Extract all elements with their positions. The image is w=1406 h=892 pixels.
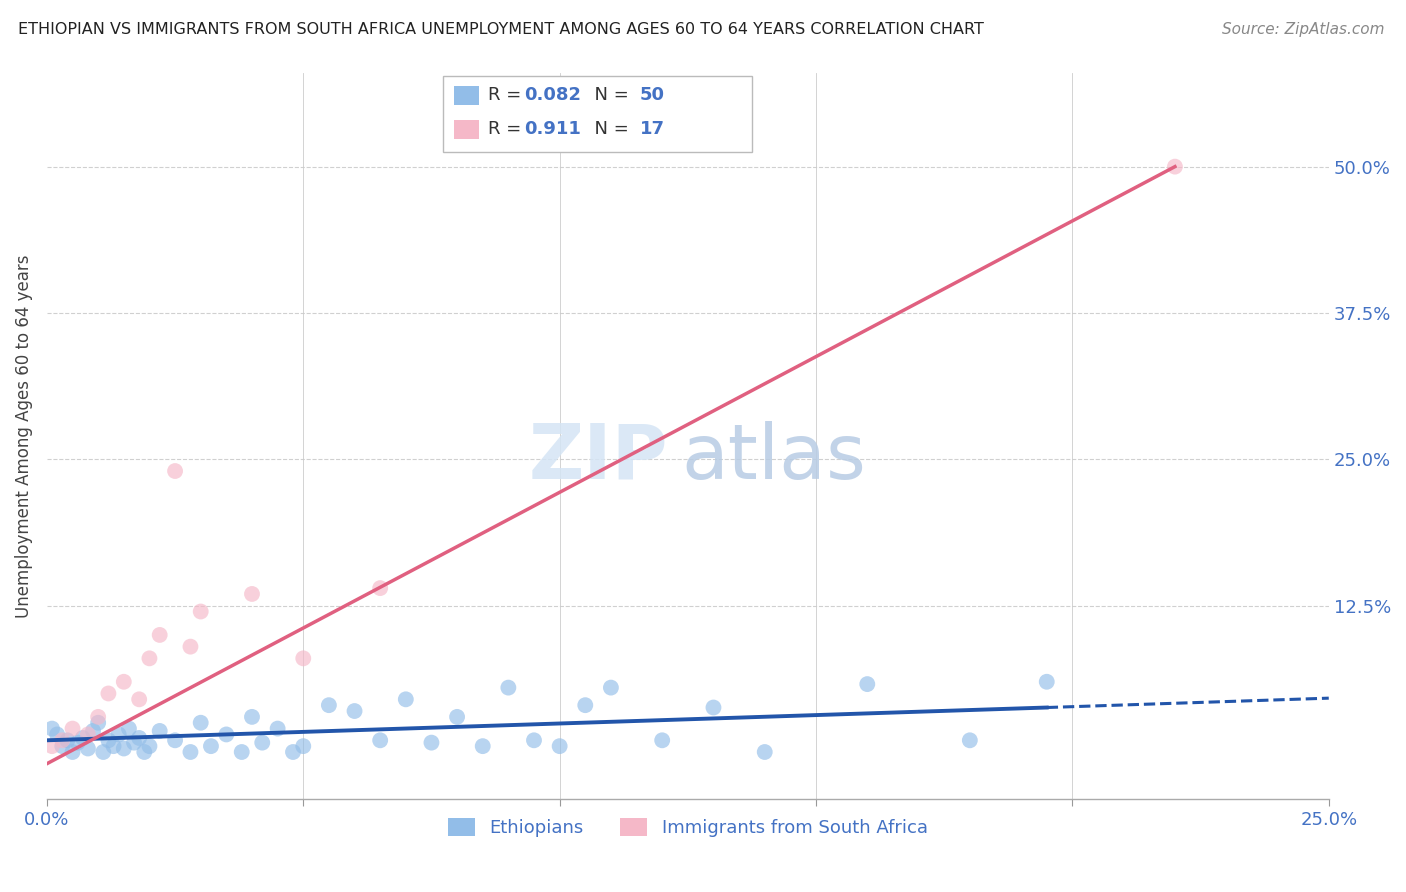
Point	[215, 727, 238, 741]
Point	[122, 736, 145, 750]
Point	[128, 731, 150, 745]
Point	[498, 681, 520, 695]
Point	[103, 739, 125, 753]
Text: 50: 50	[640, 87, 665, 104]
Point	[318, 698, 340, 713]
Point	[72, 731, 94, 745]
Point	[41, 722, 63, 736]
Text: R =: R =	[488, 87, 527, 104]
Point	[240, 710, 263, 724]
Point	[165, 464, 187, 478]
Text: N =: N =	[583, 87, 636, 104]
Point	[548, 739, 571, 753]
Point	[856, 677, 879, 691]
Point	[600, 681, 623, 695]
Text: ETHIOPIAN VS IMMIGRANTS FROM SOUTH AFRICA UNEMPLOYMENT AMONG AGES 60 TO 64 YEARS: ETHIOPIAN VS IMMIGRANTS FROM SOUTH AFRIC…	[18, 22, 984, 37]
Point	[343, 704, 366, 718]
Legend: Ethiopians, Immigrants from South Africa: Ethiopians, Immigrants from South Africa	[441, 811, 935, 844]
Point	[368, 581, 391, 595]
Point	[266, 722, 288, 736]
Point	[252, 736, 274, 750]
Point	[149, 723, 172, 738]
Point	[231, 745, 253, 759]
Point	[702, 700, 724, 714]
Point	[281, 745, 304, 759]
Point	[149, 628, 172, 642]
Text: R =: R =	[488, 120, 533, 138]
Point	[112, 741, 135, 756]
Point	[62, 745, 84, 759]
Point	[107, 727, 129, 741]
Text: atlas: atlas	[682, 421, 866, 495]
Text: 0.082: 0.082	[524, 87, 582, 104]
Point	[754, 745, 776, 759]
Point	[91, 745, 114, 759]
Point	[82, 723, 104, 738]
Point	[395, 692, 418, 706]
Point	[138, 739, 160, 753]
Point	[46, 727, 69, 741]
Point	[138, 651, 160, 665]
Point	[523, 733, 546, 747]
Point	[471, 739, 494, 753]
Point	[959, 733, 981, 747]
Text: Source: ZipAtlas.com: Source: ZipAtlas.com	[1222, 22, 1385, 37]
Point	[41, 739, 63, 753]
Text: ZIP: ZIP	[529, 421, 669, 495]
Point	[51, 733, 73, 747]
Point	[97, 733, 120, 747]
Point	[179, 745, 201, 759]
Point	[112, 674, 135, 689]
Point	[118, 722, 141, 736]
Point	[574, 698, 596, 713]
Point	[77, 727, 100, 741]
Point	[128, 692, 150, 706]
Point	[190, 715, 212, 730]
Point	[1164, 160, 1187, 174]
Point	[165, 733, 187, 747]
Text: 0.911: 0.911	[524, 120, 581, 138]
Point	[420, 736, 443, 750]
Point	[97, 686, 120, 700]
Text: 17: 17	[640, 120, 665, 138]
Point	[240, 587, 263, 601]
Y-axis label: Unemployment Among Ages 60 to 64 years: Unemployment Among Ages 60 to 64 years	[15, 254, 32, 617]
Point	[56, 733, 79, 747]
Point	[651, 733, 673, 747]
Point	[179, 640, 201, 654]
Point	[77, 741, 100, 756]
Point	[51, 739, 73, 753]
Point	[446, 710, 468, 724]
Point	[87, 710, 110, 724]
Point	[134, 745, 156, 759]
Point	[62, 722, 84, 736]
Point	[190, 605, 212, 619]
Point	[292, 651, 315, 665]
Point	[292, 739, 315, 753]
Point	[368, 733, 391, 747]
Point	[87, 715, 110, 730]
Point	[200, 739, 222, 753]
Point	[1035, 674, 1057, 689]
Point	[66, 736, 89, 750]
Text: N =: N =	[583, 120, 641, 138]
